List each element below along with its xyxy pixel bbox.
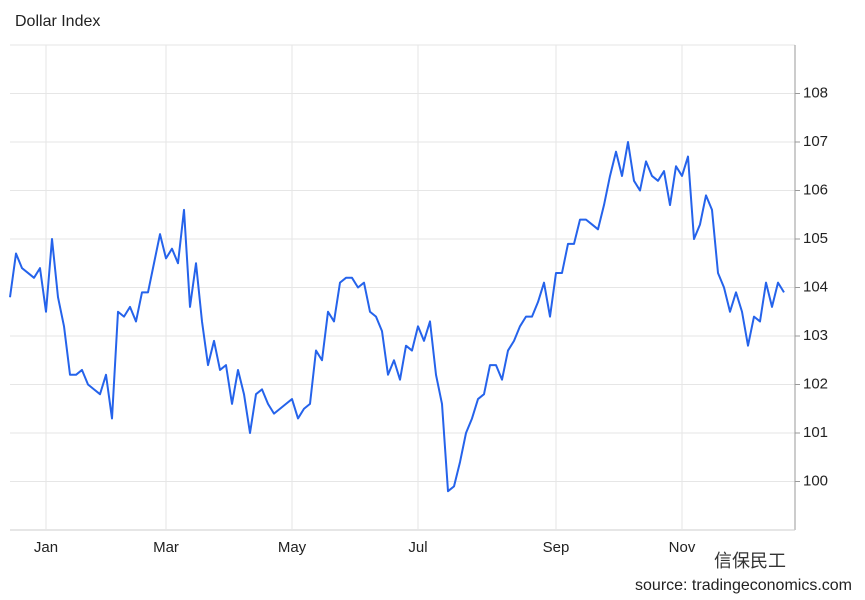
y-tick-label: 105 — [803, 230, 828, 247]
y-tick-label: 107 — [803, 133, 828, 150]
price-line — [9, 141, 785, 493]
source: source: tradingeconomics.com — [635, 577, 852, 594]
y-tick-label: 108 — [803, 84, 828, 101]
x-tick-label: Nov — [669, 539, 696, 556]
y-tick-label: 101 — [803, 424, 828, 441]
y-tick-label: 100 — [803, 472, 828, 489]
x-tick-label: Jan — [34, 539, 58, 556]
y-tick-label: 106 — [803, 181, 828, 198]
y-tick-label: 102 — [803, 375, 828, 392]
y-tick-label: 103 — [803, 327, 828, 344]
x-tick-label: Mar — [153, 539, 179, 556]
x-tick-label: Sep — [543, 539, 570, 556]
y-tick-label: 104 — [803, 278, 828, 295]
x-tick-label: Jul — [408, 539, 427, 556]
x-tick-label: May — [278, 539, 307, 556]
watermark: 信保民工 — [714, 551, 786, 571]
chart-title: Dollar Index — [15, 13, 100, 30]
